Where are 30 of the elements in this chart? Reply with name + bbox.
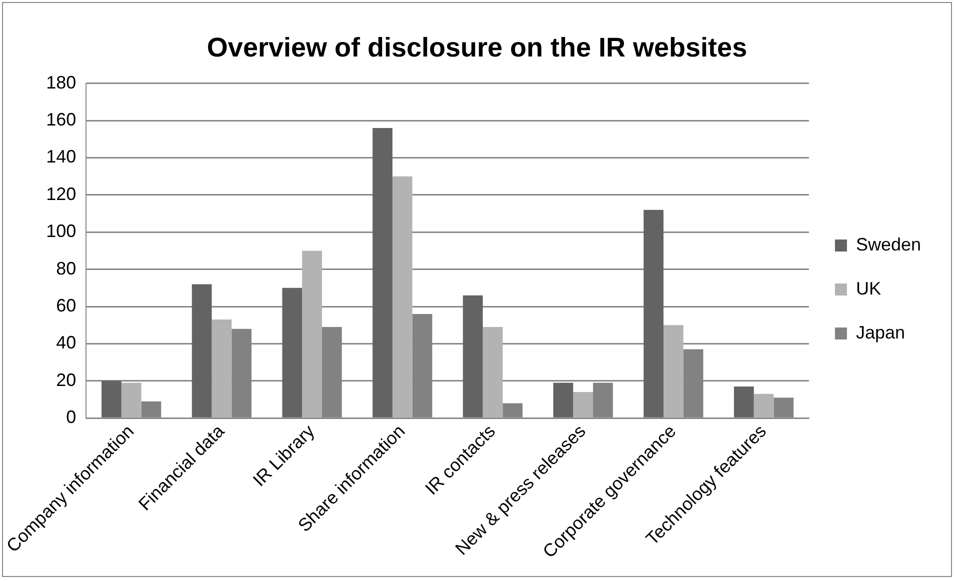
- y-tick-label: 80: [56, 258, 76, 278]
- bar: [212, 320, 232, 418]
- chart-title: Overview of disclosure on the IR websites: [206, 32, 748, 63]
- bar: [553, 382, 574, 418]
- bar: [644, 210, 664, 418]
- bar: [482, 326, 503, 418]
- y-tick-label: 0: [66, 407, 76, 428]
- y-tick-label: 160: [46, 110, 76, 130]
- bar: [462, 295, 483, 418]
- bar: [192, 284, 212, 418]
- y-tick-label: 100: [46, 221, 76, 242]
- bar: [121, 382, 142, 418]
- y-tick-label: 180: [46, 72, 76, 92]
- y-tick-label: 40: [56, 332, 76, 353]
- bar: [734, 386, 754, 418]
- bar: [102, 380, 122, 418]
- legend-label: UK: [856, 278, 881, 298]
- y-tick-label: 20: [56, 370, 76, 390]
- bar: [663, 325, 684, 418]
- y-tick-label: 60: [56, 295, 76, 316]
- bar: [573, 392, 594, 418]
- y-tick-label: 140: [46, 146, 76, 167]
- bar: [392, 176, 412, 418]
- y-tick-label: 120: [46, 184, 76, 204]
- legend-label: Japan: [856, 322, 905, 342]
- bar: [372, 128, 392, 418]
- bar: [754, 394, 774, 418]
- bar: [282, 288, 302, 418]
- legend-label: Sweden: [856, 234, 922, 254]
- bar: [302, 250, 322, 418]
